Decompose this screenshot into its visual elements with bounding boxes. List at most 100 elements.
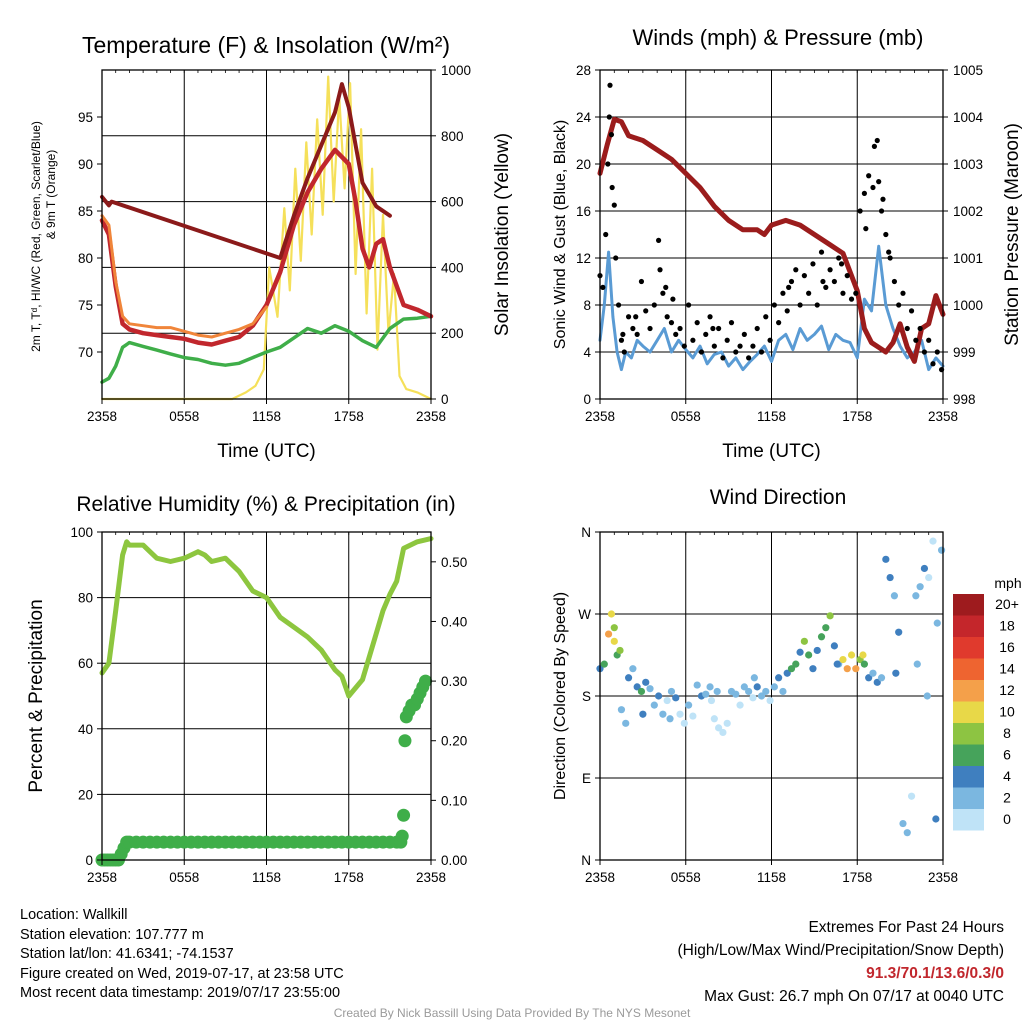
y-tick-label: 95	[78, 110, 93, 125]
gust-point	[814, 302, 820, 308]
gust-point	[780, 290, 786, 296]
wdir-title: Wind Direction	[710, 486, 847, 509]
y-tick-label: W	[578, 607, 591, 622]
legend-label: 16	[999, 639, 1015, 655]
legend-swatch	[953, 701, 984, 723]
gust-point	[737, 343, 743, 349]
gust-point	[603, 231, 609, 238]
legend-label: 14	[999, 661, 1015, 677]
gust-point	[908, 308, 915, 314]
direction-point	[925, 573, 933, 582]
gust-point	[703, 331, 709, 337]
temp-title: Temperature (F) & Insolation (W/m²)	[82, 32, 450, 58]
gust-point	[673, 331, 679, 337]
y2-tick-label: 200	[441, 326, 464, 341]
gust-point	[827, 267, 833, 273]
legend-label: 18	[999, 618, 1015, 634]
gust-point	[836, 255, 842, 261]
y-tick-label: 20	[576, 157, 591, 172]
y2-tick-label: 0.20	[441, 734, 467, 749]
direction-point	[650, 701, 658, 709]
direction-point	[740, 683, 748, 691]
direction-point	[929, 537, 937, 545]
gust-point	[771, 302, 777, 308]
direction-point	[839, 655, 847, 664]
direction-point	[642, 678, 650, 686]
rh-title: Relative Humidity (%) & Precipitation (i…	[76, 493, 455, 516]
gust-point	[621, 349, 627, 355]
gust-point	[767, 337, 773, 343]
y-tick-label: 80	[78, 591, 93, 606]
extremes-subtitle: (High/Low/Max Wind/Precipitation/Snow De…	[677, 942, 1005, 959]
direction-point	[689, 712, 697, 720]
legend-swatch	[953, 615, 984, 637]
direction-point	[624, 674, 633, 682]
gust-point	[620, 331, 626, 337]
y2-tick-label: 1001	[953, 251, 983, 266]
direction-point	[600, 660, 608, 668]
direction-point	[663, 696, 671, 705]
gust-point	[746, 355, 752, 361]
direction-point	[800, 637, 808, 645]
rh-ylabel: Percent & Precipitation	[26, 599, 47, 792]
figure-created: Figure created on Wed, 2019-07-17, at 23…	[20, 965, 344, 982]
direction-point	[713, 687, 721, 696]
gust-point	[609, 184, 615, 191]
gust-point	[878, 208, 885, 214]
y-tick-label: N	[581, 853, 591, 868]
y2-tick-label: 0.30	[441, 674, 467, 689]
direction-point	[890, 592, 899, 600]
gust-point	[886, 249, 892, 255]
x-tick-label: 2358	[416, 409, 446, 424]
direction-point	[813, 646, 821, 655]
gust-point	[891, 278, 898, 285]
gust-point	[788, 278, 795, 285]
wind-xlabel: Time (UTC)	[722, 441, 821, 462]
direction-point	[873, 678, 881, 686]
y-tick-label: 70	[78, 345, 93, 360]
y-tick-label: 100	[70, 525, 93, 540]
gust-point	[874, 137, 880, 144]
gust-point	[900, 290, 906, 296]
gust-point	[690, 337, 696, 343]
x-tick-label: 2358	[585, 409, 615, 424]
temp-y2label: Solar Insolation (Yellow)	[492, 133, 513, 336]
direction-point	[833, 660, 841, 668]
gust-point	[710, 325, 716, 332]
gust-point	[608, 132, 615, 138]
x-tick-label: 1158	[757, 870, 786, 885]
gust-point	[647, 325, 653, 332]
direction-point	[736, 701, 744, 709]
y2-tick-label: 1000	[441, 63, 471, 78]
x-tick-label: 2358	[87, 870, 117, 885]
gust-point	[613, 255, 619, 261]
y-tick-label: 12	[576, 251, 591, 266]
direction-point	[629, 665, 637, 673]
gust-point	[853, 290, 859, 296]
y-tick-label: 60	[78, 656, 93, 671]
gust-point	[698, 349, 705, 355]
gust-point	[694, 320, 700, 326]
gust-point	[657, 267, 663, 273]
direction-point	[779, 687, 787, 696]
gust-point	[797, 302, 803, 308]
gust-point	[806, 290, 812, 296]
direction-point	[822, 624, 830, 632]
direction-point	[715, 724, 723, 732]
gust-point	[857, 208, 863, 214]
gust-point	[686, 302, 692, 308]
y2-tick-label: 0.40	[441, 614, 467, 629]
gust-point	[880, 196, 886, 202]
legend-label: 0	[1003, 811, 1011, 827]
direction-point	[723, 719, 731, 727]
y2-tick-label: 1000	[953, 298, 983, 313]
direction-point	[750, 674, 758, 682]
temp-ylabel-2: & 9m T (Orange)	[44, 150, 58, 240]
direction-point	[672, 694, 680, 702]
gust-point	[810, 261, 816, 267]
direction-point	[859, 651, 867, 659]
temp-series-temp9m	[100, 214, 268, 339]
direction-point	[693, 681, 701, 689]
y2-tick-label: 1003	[953, 157, 983, 172]
direction-point	[745, 687, 753, 696]
